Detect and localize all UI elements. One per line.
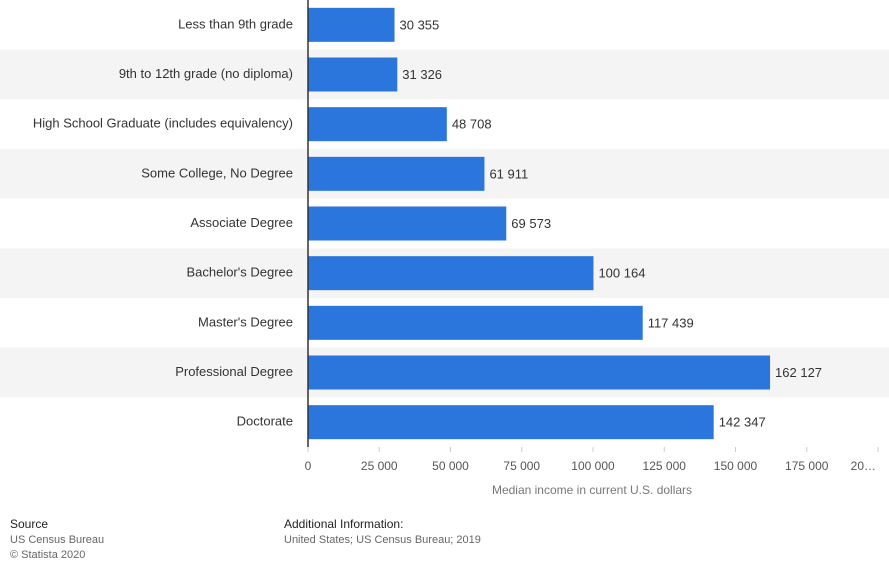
bar bbox=[308, 256, 594, 291]
y-tick-label: 9th to 12th grade (no diploma) bbox=[119, 66, 293, 81]
x-tick-label: 175 000 bbox=[785, 459, 829, 473]
value-label: 117 439 bbox=[648, 315, 694, 330]
y-tick-label: Master's Degree bbox=[198, 314, 293, 329]
y-tick-label: Some College, No Degree bbox=[141, 165, 293, 180]
x-tick-label: 75 000 bbox=[503, 459, 540, 473]
source-heading: Source bbox=[10, 517, 48, 531]
bar bbox=[308, 355, 771, 390]
bar bbox=[308, 405, 714, 440]
x-tick-label: 0 bbox=[305, 459, 312, 473]
row-band bbox=[0, 49, 889, 100]
y-tick-label: Less than 9th grade bbox=[178, 16, 293, 31]
value-label: 69 573 bbox=[511, 216, 551, 231]
x-tick-label: 25 000 bbox=[361, 459, 398, 473]
y-tick-label: Bachelor's Degree bbox=[186, 265, 293, 280]
value-label: 61 911 bbox=[489, 166, 528, 181]
x-axis-title: Median income in current U.S. dollars bbox=[492, 483, 692, 497]
y-tick-label: Associate Degree bbox=[190, 215, 293, 230]
value-label: 142 347 bbox=[719, 415, 766, 430]
bar bbox=[308, 57, 398, 92]
value-label: 31 326 bbox=[402, 67, 442, 82]
source: US Census Bureau bbox=[10, 534, 104, 546]
copyright: © Statista 2020 bbox=[10, 549, 85, 561]
bar bbox=[308, 107, 447, 142]
bar bbox=[308, 206, 507, 241]
x-tick-label: 150 000 bbox=[714, 459, 758, 473]
info-heading: Additional Information: bbox=[284, 517, 403, 531]
value-label: 30 355 bbox=[400, 17, 440, 32]
y-tick-label: High School Graduate (includes equivalen… bbox=[33, 116, 293, 131]
x-tick-label: 125 000 bbox=[643, 459, 687, 473]
bar bbox=[308, 156, 485, 191]
y-tick-label: Doctorate bbox=[237, 414, 293, 429]
value-label: 100 164 bbox=[598, 266, 645, 281]
bar bbox=[308, 305, 643, 340]
x-tick-label: 20… bbox=[851, 459, 876, 473]
x-tick-label: 50 000 bbox=[432, 459, 469, 473]
value-label: 162 127 bbox=[775, 365, 822, 380]
value-label: 48 708 bbox=[452, 117, 492, 132]
x-tick-label: 100 000 bbox=[571, 459, 615, 473]
bar bbox=[308, 7, 395, 42]
y-tick-label: Professional Degree bbox=[175, 364, 293, 379]
info: United States; US Census Bureau; 2019 bbox=[284, 534, 481, 546]
